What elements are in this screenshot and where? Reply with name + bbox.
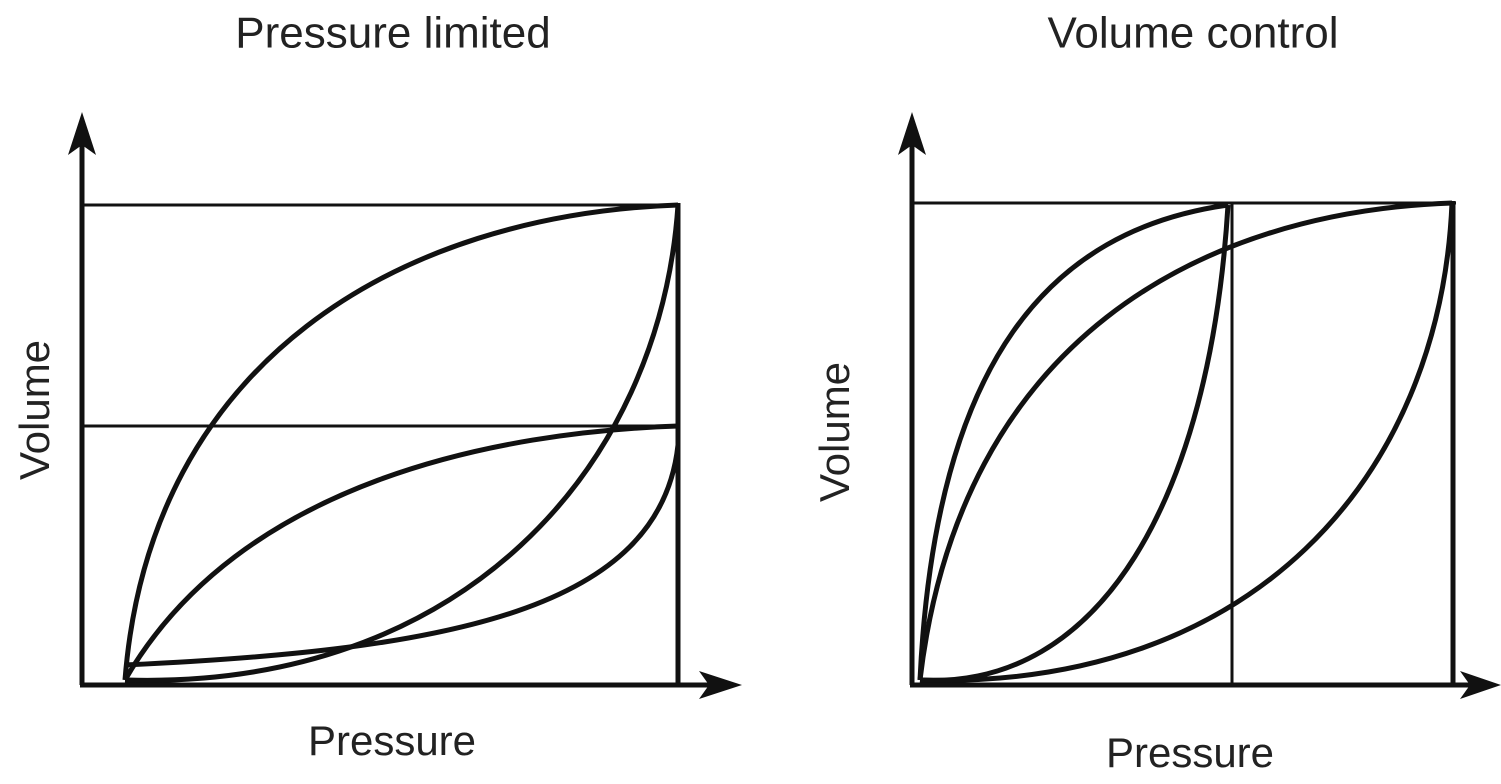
y-arrow [68,112,96,155]
x-axis-label: Pressure [1106,729,1274,776]
y-arrow [898,112,926,155]
panel-title: Volume control [1047,9,1338,58]
loop-curve [122,202,679,681]
panel-title: Pressure limited [235,9,550,58]
loop-curve [124,444,681,668]
x-axis-label: Pressure [308,717,476,764]
panel-right: Volume control Pressure Volume [811,9,1501,776]
loop-curve [919,204,1231,683]
panel-left: Pressure limited Pressure Volume [11,9,742,764]
y-axis-label: Volume [811,362,858,502]
y-axis-label: Volume [11,340,58,480]
loop-curve [917,200,1453,681]
loop-curve [917,202,1229,681]
loop-curve [919,202,1455,683]
x-arrow [1460,671,1501,699]
loop-curve [124,204,681,683]
loop-curve [122,423,679,682]
x-arrow [699,671,742,699]
